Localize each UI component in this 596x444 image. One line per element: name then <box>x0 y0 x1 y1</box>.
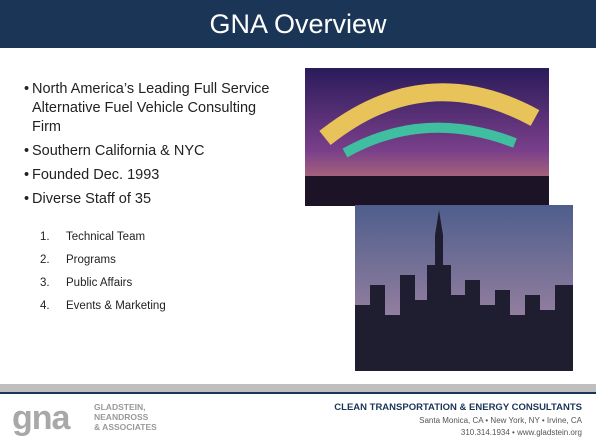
item-number: 3. <box>40 272 66 295</box>
item-text: Public Affairs <box>66 277 132 289</box>
locations: Santa Monica, CA • New York, NY • Irvine… <box>419 416 582 425</box>
skyline-photo <box>355 205 573 371</box>
company-name: GLADSTEIN,NEANDROSS& ASSOCIATES <box>94 402 157 432</box>
numbered-item: 1.Technical Team <box>40 226 166 249</box>
item-text: Events & Marketing <box>66 300 166 312</box>
numbered-item: 3.Public Affairs <box>40 272 166 295</box>
item-number: 4. <box>40 295 66 318</box>
footer-line <box>0 392 596 394</box>
pier <box>305 176 549 206</box>
item-text: Programs <box>66 254 116 266</box>
numbered-item: 4.Events & Marketing <box>40 295 166 318</box>
item-number: 2. <box>40 249 66 272</box>
bullet: Diverse Staff of 35 <box>24 190 286 209</box>
contact: 310.314.1934 • www.gladstein.org <box>461 428 582 437</box>
item-text: Technical Team <box>66 231 145 243</box>
pier-photo <box>305 68 549 206</box>
bullet: North America’s Leading Full Service Alt… <box>24 80 286 137</box>
numbered-item: 2.Programs <box>40 249 166 272</box>
title: GNA Overview <box>0 0 596 48</box>
logo: gna <box>12 398 69 438</box>
company-line: & ASSOCIATES <box>94 422 157 432</box>
item-number: 1. <box>40 226 66 249</box>
bullet-list: North America’s Leading Full Service Alt… <box>24 80 286 214</box>
bullet: Southern California & NYC <box>24 142 286 161</box>
footer-band <box>0 384 596 392</box>
tagline: CLEAN TRANSPORTATION & ENERGY CONSULTANT… <box>334 402 582 413</box>
slide: GNA Overview North America’s Leading Ful… <box>0 0 596 444</box>
company-line: NEANDROSS <box>94 412 157 422</box>
company-line: GLADSTEIN, <box>94 402 157 412</box>
bullet: Founded Dec. 1993 <box>24 166 286 185</box>
